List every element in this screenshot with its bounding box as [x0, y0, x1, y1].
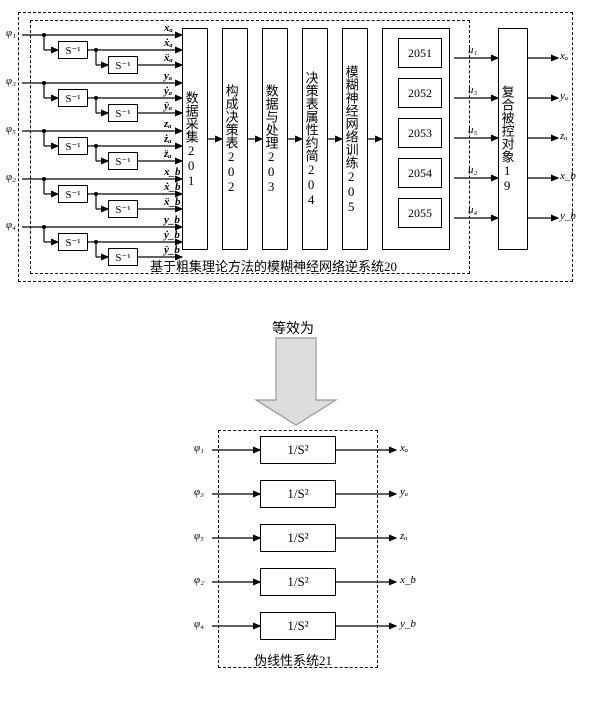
bottom-out-2: zₐ [400, 530, 408, 542]
sinv-b-0: S⁻¹ [108, 56, 138, 74]
stage-box-4: 模糊神经网络训练205 [342, 28, 368, 250]
sinv-a-2: S⁻¹ [58, 137, 88, 155]
u-label-3: u₂ [468, 164, 477, 176]
sinv-a-1: S⁻¹ [58, 89, 88, 107]
stage-box-0: 数据采集201 [182, 28, 208, 250]
sinv-b-4: S⁻¹ [108, 248, 138, 266]
subnet-2054: 2054 [398, 158, 442, 188]
subnet-2055: 2055 [398, 198, 442, 228]
integ-block-1: 1/S² [260, 480, 336, 508]
bottom-out-3: x_b [400, 574, 416, 586]
u-label-2: u₅ [468, 124, 477, 136]
final-out-3: x_b [560, 170, 576, 182]
sinv-a-0: S⁻¹ [58, 41, 88, 59]
stage-box-2: 数据与处理203 [262, 28, 288, 250]
sinv-b-1: S⁻¹ [108, 104, 138, 122]
bottom-in-0: φ₁ [194, 442, 204, 454]
equiv-label: 等效为 [272, 318, 314, 338]
phi-in-3: φ₂ [6, 171, 16, 183]
top-caption: 基于粗集理论方法的模糊神经网络逆系统20 [150, 256, 397, 275]
bottom-in-3: φ₂ [194, 574, 204, 586]
bottom-in-1: φ₃ [194, 486, 204, 498]
final-out-0: xₐ [560, 50, 568, 62]
sinv-b-3: S⁻¹ [108, 200, 138, 218]
bottom-caption: 伪线性系统21 [254, 650, 332, 669]
stage-box-3: 决策表属性约简204 [302, 28, 328, 250]
u-label-0: u₁ [468, 44, 477, 56]
integ-block-4: 1/S² [260, 612, 336, 640]
phi-in-4: φ₄ [6, 219, 16, 231]
final-out-4: y_b [560, 210, 576, 222]
u-label-1: u₃ [468, 84, 477, 96]
subnet-2053: 2053 [398, 118, 442, 148]
sinv-b-2: S⁻¹ [108, 152, 138, 170]
stage-box-1: 构成决策表202 [222, 28, 248, 250]
final-out-2: zₐ [560, 130, 568, 142]
subnet-2051: 2051 [398, 38, 442, 68]
bottom-out-4: y_b [400, 618, 416, 630]
bottom-out-0: xₐ [400, 442, 408, 454]
final-out-1: yₐ [560, 90, 568, 102]
integ-block-3: 1/S² [260, 568, 336, 596]
bottom-in-4: φ₄ [194, 618, 204, 630]
subnet-2052: 2052 [398, 78, 442, 108]
u-label-4: u₄ [468, 204, 477, 216]
phi-in-1: φ₃ [6, 75, 16, 87]
integ-block-0: 1/S² [260, 436, 336, 464]
sinv-a-3: S⁻¹ [58, 185, 88, 203]
plant-box: 复合被控对象19 [498, 28, 528, 250]
bottom-in-2: φ₅ [194, 530, 204, 542]
bottom-out-1: yₐ [400, 486, 408, 498]
integ-block-2: 1/S² [260, 524, 336, 552]
phi-in-2: φ₅ [6, 123, 16, 135]
sinv-a-4: S⁻¹ [58, 233, 88, 251]
phi-in-0: φ₁ [6, 27, 16, 39]
